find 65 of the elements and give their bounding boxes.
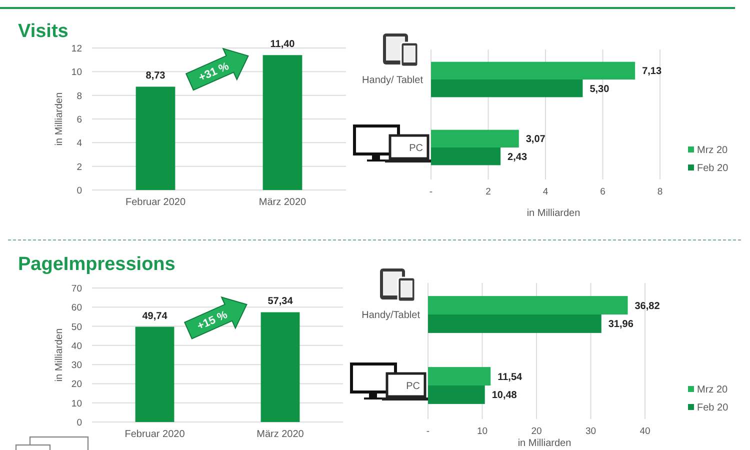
y-tick-label: 10	[71, 398, 82, 410]
x-tick-label: 4	[542, 186, 548, 198]
y-tick-label: Handy/ Tablet	[362, 75, 424, 86]
x-tick-label: März 2020	[256, 429, 304, 440]
data-label: 7,13	[642, 66, 662, 78]
data-label: 10,48	[492, 390, 518, 402]
x-axis-title: in Milliarden	[526, 208, 580, 219]
x-tick-label: 8	[657, 186, 663, 198]
bar	[431, 130, 519, 148]
y-tick-label: 6	[76, 114, 82, 126]
data-label: 49,74	[142, 310, 168, 322]
y-tick-label: 4	[76, 138, 82, 150]
y-tick-label: 12	[71, 44, 82, 54]
legend-label: Mrz 20	[697, 145, 728, 156]
bar	[428, 296, 628, 314]
data-label: 5,30	[590, 84, 610, 95]
y-tick-label: 70	[71, 284, 82, 294]
data-label: 36,82	[634, 300, 660, 312]
legend-label: Mrz 20	[697, 384, 728, 396]
y-tick-label: 20	[71, 379, 82, 390]
chart-title: PageImpressions	[18, 254, 176, 275]
data-label: 31,96	[608, 319, 634, 330]
bar	[431, 148, 501, 166]
chart-title: Visits	[18, 21, 68, 42]
bar	[428, 386, 485, 404]
x-tick-label: Februar 2020	[124, 429, 186, 440]
y-tick-label: 0	[76, 418, 82, 428]
y-tick-label: 8	[76, 90, 82, 102]
data-label: 3,07	[526, 134, 546, 146]
y-tick-label: 30	[71, 360, 82, 372]
data-label: 11,40	[270, 39, 296, 50]
x-tick-label: März 2020	[258, 197, 307, 208]
y-tick-label: 50	[71, 322, 82, 333]
y-tick-label: Handy/Tablet	[362, 310, 420, 321]
y-axis-title: in Milliarden	[54, 328, 65, 382]
data-label: 8,73	[146, 70, 166, 82]
x-tick-label: 2	[486, 186, 491, 198]
y-tick-label: 2	[76, 162, 82, 173]
x-tick-label: 10	[476, 426, 488, 437]
x-axis-title: in Milliarden	[518, 438, 572, 449]
x-tick-label: 40	[640, 426, 650, 437]
y-tick-label: PC	[409, 143, 423, 154]
data-label: 57,34	[268, 296, 294, 308]
y-tick-label: PC	[406, 381, 420, 392]
legend-label: Feb 20	[697, 163, 729, 174]
x-tick-label: 6	[600, 186, 606, 198]
x-tick-label: 30	[585, 426, 596, 437]
y-tick-label: 40	[71, 340, 82, 352]
y-tick-label: 10	[71, 67, 82, 78]
y-tick-label: 0	[76, 186, 82, 196]
y-axis-title: in Milliarden	[54, 92, 65, 146]
x-tick-label: 20	[531, 426, 542, 437]
annotation: +31 %	[197, 60, 231, 84]
bar	[428, 314, 602, 333]
data-label: 2,43	[508, 152, 528, 163]
legend-label: Feb 20	[697, 402, 729, 414]
x-tick-label: Februar 2020	[125, 197, 186, 208]
annotation: +15 %	[196, 308, 230, 333]
bar	[431, 80, 583, 98]
bar	[428, 367, 491, 386]
x-tick-label: -	[429, 186, 433, 198]
x-tick-label: -	[426, 426, 430, 437]
data-label: 11,54	[498, 372, 523, 383]
y-tick-label: 60	[71, 302, 82, 314]
bar	[431, 62, 636, 80]
